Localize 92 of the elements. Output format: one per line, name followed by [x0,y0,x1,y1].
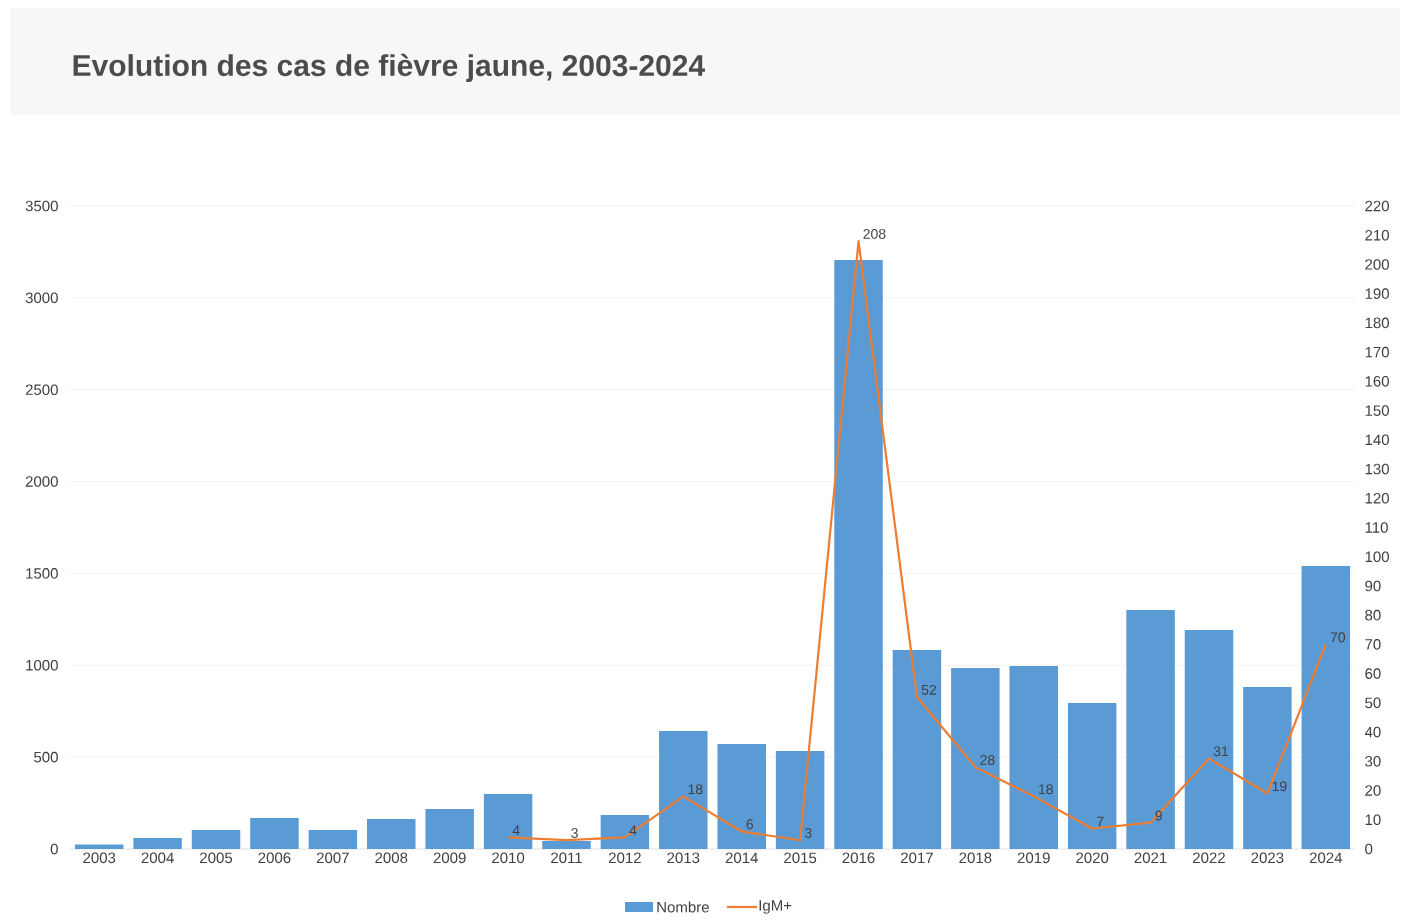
x-tick-label: 2012 [608,852,641,864]
x-tick-label: 2008 [375,852,408,864]
chart-title: Evolution des cas de fièvre jaune, 2003-2024 [73,53,705,83]
bar [775,751,825,849]
bar [951,668,1000,849]
y2-tick-label: 40 [1364,726,1381,738]
y-tick-label: 2000 [25,476,58,487]
x-tick-label: 2024 [1309,852,1343,864]
data-label: 6 [746,819,754,830]
x-tick-label: 2014 [725,852,758,864]
data-label: 52 [921,684,937,695]
x-tick-label: 2020 [1076,852,1109,864]
data-label: 18 [1039,784,1053,795]
x-tick-label: 2011 [551,852,582,864]
y2-tick-label: 110 [1365,522,1388,533]
bar [425,808,474,849]
x-tick-label: 2013 [667,852,700,864]
x-tick-label: 2007 [316,852,349,864]
bar [1184,630,1234,849]
data-label: 28 [980,755,995,765]
x-tick-label: 2003 [83,852,116,864]
y2-tick-label: 200 [1365,259,1389,270]
y2-tick-label: 220 [1365,200,1389,212]
x-tick-label: 2005 [200,852,233,864]
y-tick-label: 500 [34,751,58,763]
line-series [506,239,1327,842]
bar [250,817,299,849]
bar [659,731,708,849]
y-tick-label: 3500 [25,200,58,212]
bar [1067,702,1117,849]
y2-tick-label: 50 [1365,697,1381,709]
bar [542,840,591,849]
y2-tick-label: 170 [1365,346,1389,358]
y2-tick-label: 0 [1365,843,1373,855]
x-tick-label: 2022 [1193,852,1225,864]
y2-tick-label: 100 [1365,551,1389,563]
y2-tick-label: 30 [1365,755,1381,767]
y2-tick-label: 140 [1365,434,1389,446]
y-tick-label: 2500 [25,384,58,395]
x-tick-label: 2015 [784,852,817,864]
bar [600,815,650,849]
data-label: 70 [1330,632,1346,643]
bar [483,794,533,849]
data-label: 208 [863,228,886,239]
bar [717,744,766,849]
x-tick-label: 2010 [492,852,525,864]
x-tick-label: 2018 [959,852,992,864]
y-tick-label: 3000 [25,292,58,304]
y-tick-label: 1000 [26,659,58,671]
bar [1009,666,1058,849]
x-tick-label: 2006 [258,852,291,864]
data-label: 31 [1213,746,1229,757]
data-label: 18 [688,784,703,795]
data-label: 4 [512,825,520,836]
x-tick-label: 2016 [842,852,875,864]
y2-tick-label: 150 [1365,405,1389,416]
data-label: 7 [1097,816,1104,827]
bar [74,844,124,849]
y2-tick-label: 120 [1365,492,1389,504]
y2-tick-label: 160 [1365,376,1389,387]
bar [308,830,358,849]
y2-tick-label: 180 [1365,317,1389,329]
y2-tick-label: 70 [1365,639,1381,650]
x-tick-label: 2023 [1251,852,1284,864]
bar [892,650,942,849]
bar [834,260,883,849]
bar [1126,609,1175,849]
y2-tick-label: 90 [1365,580,1381,592]
bar [1243,686,1292,849]
x-tick-label: 2017 [901,852,933,864]
data-label: 3 [571,828,578,839]
y2-tick-label: 10 [1365,814,1381,826]
legend-label: Nombre [657,901,709,913]
y2-tick-label: 20 [1365,785,1381,796]
y2-tick-label: 190 [1365,288,1389,299]
x-tick-label: 2004 [141,852,174,864]
y2-tick-label: 80 [1365,609,1381,621]
x-tick-label: 2019 [1017,852,1050,864]
x-tick-label: 2021 [1134,852,1167,864]
data-label: 3 [804,828,812,839]
x-tick-label: 2009 [433,852,466,864]
bar [191,830,241,849]
y2-tick-label: 60 [1365,668,1381,679]
y2-tick-label: 210 [1365,229,1389,241]
y-tick-label: 0 [50,843,58,855]
y-tick-label: 1500 [26,568,58,579]
bar [1301,566,1351,849]
data-label: 19 [1272,781,1287,792]
bar [367,819,416,849]
legend-label: IgM+ [759,900,792,914]
bar [133,837,182,849]
y2-tick-label: 130 [1365,463,1389,475]
